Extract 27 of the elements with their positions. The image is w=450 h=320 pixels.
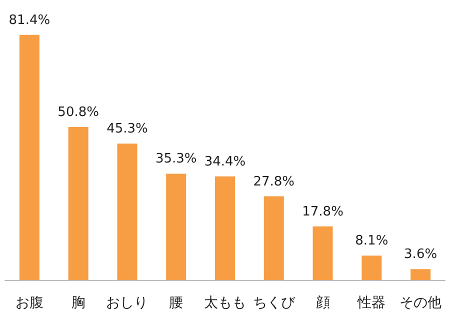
data-label: 50.8% (58, 105, 99, 120)
bar (362, 256, 382, 280)
bar (410, 269, 431, 280)
x-tick-label: 腰 (169, 295, 184, 311)
x-tick-label: その他 (400, 295, 442, 311)
x-tick-label: 性器 (356, 295, 386, 311)
x-tick-label: ちくび (252, 295, 296, 311)
bar (19, 34, 40, 280)
bar (312, 226, 333, 280)
bar (215, 176, 235, 280)
data-label: 81.4% (8, 12, 50, 28)
bar (264, 196, 284, 280)
data-label: 8.1% (355, 234, 388, 249)
bar (68, 127, 88, 280)
data-label: 34.4% (204, 154, 246, 170)
data-label: 17.8% (302, 204, 344, 220)
data-label: 35.3% (155, 152, 197, 167)
x-tick-label: 太もも (204, 295, 246, 311)
data-label: 27.8% (253, 174, 295, 190)
data-label: 3.6% (404, 247, 438, 262)
x-tick-label: お腹 (15, 295, 44, 311)
x-tick-label: おしり (106, 295, 148, 311)
bar (117, 144, 138, 280)
data-label: 45.3% (106, 122, 148, 137)
bar (166, 174, 186, 280)
x-tick-label: 胸 (71, 295, 86, 311)
x-tick-label: 顔 (316, 295, 330, 311)
